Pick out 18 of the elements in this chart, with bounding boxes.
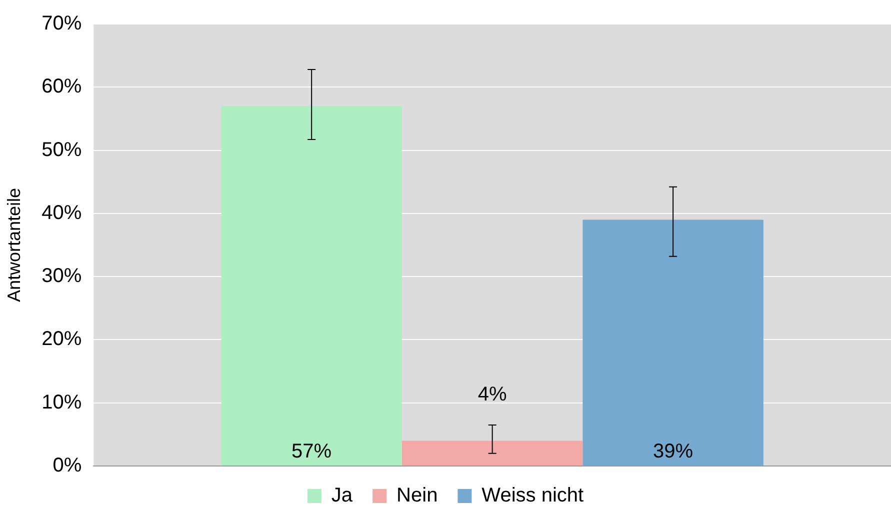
- bar: [582, 220, 764, 466]
- legend-label: Nein: [396, 484, 438, 507]
- bar: [402, 440, 583, 466]
- y-axis-title: Antwortanteile: [4, 188, 24, 302]
- y-tick-label: 70%: [42, 12, 82, 35]
- y-tick-label: 50%: [42, 138, 82, 161]
- y-tick-label: 0%: [52, 454, 82, 477]
- legend-label: Weiss nicht: [482, 484, 584, 507]
- y-tick-label: 20%: [42, 328, 82, 350]
- legend-label: Ja: [331, 484, 354, 507]
- data-label: 57%: [292, 440, 332, 463]
- data-label: 39%: [653, 440, 694, 463]
- y-tick-label: 30%: [42, 265, 82, 288]
- bar: [221, 106, 402, 466]
- y-tick-label: 60%: [42, 76, 82, 98]
- y-tick-label: 10%: [42, 391, 82, 414]
- y-tick-label: 40%: [42, 202, 82, 224]
- data-label: 4%: [478, 383, 507, 406]
